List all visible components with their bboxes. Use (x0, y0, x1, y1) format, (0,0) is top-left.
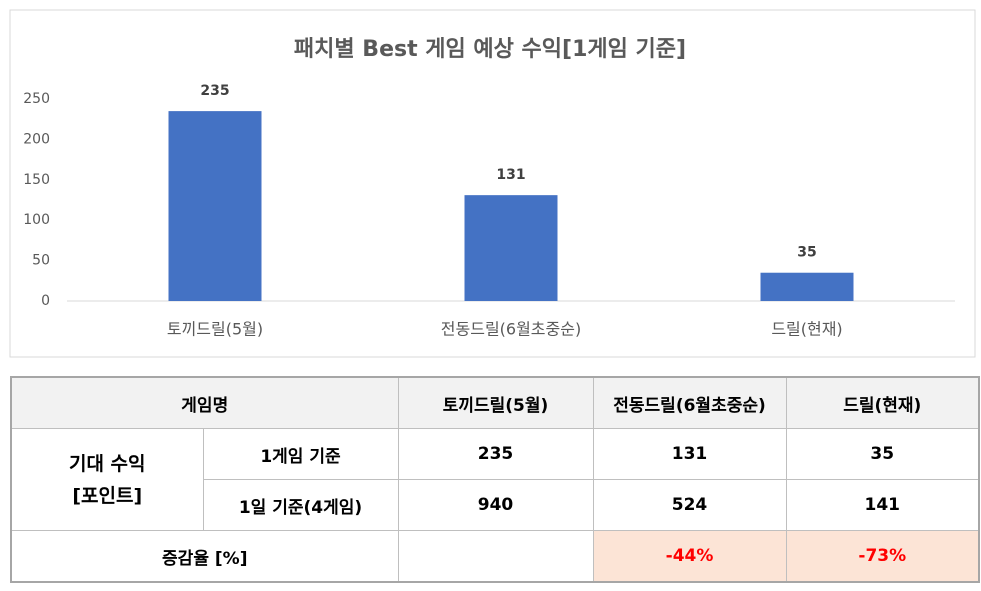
header-cell: 전동드릴(6월초중순) (592, 376, 787, 429)
chart-title: 패치별 Best 게임 예상 수익[1게임 기준] (294, 37, 686, 62)
chart: 패치별 Best 게임 예상 수익[1게임 기준] 0 50 100 150 200 25… (9, 9, 976, 358)
bar (464, 195, 558, 301)
row-label: 1게임 기준 (202, 428, 399, 480)
data-label: 131 (496, 167, 525, 183)
y-tick-label: 50 (32, 253, 50, 269)
chart-frame (9, 9, 976, 358)
header-row: 게임명 토끼드릴(5월) 전동드릴(6월초중순) 드릴(현재) (10, 376, 980, 429)
row: 증감율 [%] -44% -73% (10, 530, 980, 583)
group-label: [포인트] (72, 484, 143, 507)
header-cell: 게임명 (10, 376, 399, 429)
y-tick-label: 0 (41, 293, 50, 309)
data-label: 235 (200, 83, 229, 99)
bar (760, 272, 854, 301)
cell: -73% (785, 530, 980, 583)
empty-cell (397, 530, 594, 583)
x-tick-label: 토끼드릴(5월) (167, 320, 263, 339)
header-cell: 드릴(현재) (785, 376, 980, 429)
y-tick-label: 200 (23, 131, 50, 147)
cell: -44% (592, 530, 787, 583)
bar (168, 111, 262, 302)
cell: 235 (397, 428, 594, 480)
x-tick-label: 전동드릴(6월초중순) (441, 320, 581, 339)
summary-table: 게임명 토끼드릴(5월) 전동드릴(6월초중순) 드릴(현재) 기대 수익 [포인… (10, 376, 981, 583)
cell: 35 (785, 428, 980, 480)
header-cell: 토끼드릴(5월) (397, 376, 594, 429)
y-tick-label: 100 (23, 212, 50, 228)
cell: 940 (397, 479, 594, 531)
x-tick-label: 드릴(현재) (771, 320, 842, 339)
y-tick-label: 150 (23, 172, 50, 188)
cell: 131 (592, 428, 787, 480)
cell: 524 (592, 479, 787, 531)
cell: 141 (785, 479, 980, 531)
row-label: 증감율 [%] (10, 530, 399, 583)
row: 기대 수익 [포인트] 1게임 기준 235 131 35 (10, 428, 980, 531)
row-label: 1일 기준(4게임) (202, 479, 399, 531)
group-label: 기대 수익 (68, 452, 146, 475)
row: 1일 기준(4게임) 940 524 141 (11, 479, 980, 531)
group-cell: 기대 수익 [포인트] (10, 428, 204, 531)
data-label: 35 (797, 245, 816, 261)
y-tick-label: 250 (23, 91, 50, 107)
